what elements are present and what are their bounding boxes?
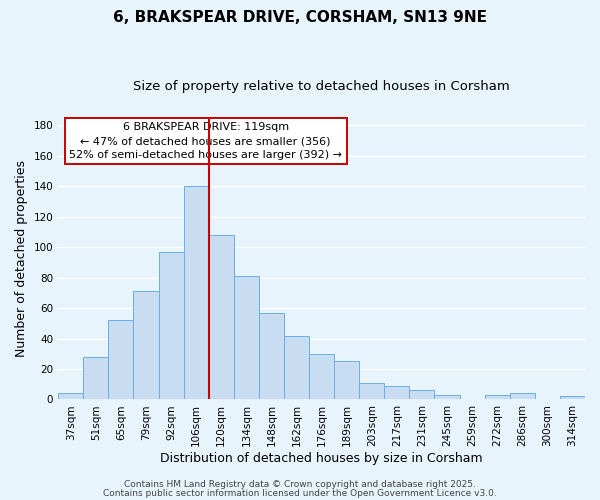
Bar xyxy=(560,396,585,400)
Bar xyxy=(209,235,234,400)
Bar xyxy=(184,186,209,400)
Bar xyxy=(385,386,409,400)
Bar xyxy=(58,394,83,400)
Bar xyxy=(109,320,133,400)
Bar xyxy=(259,312,284,400)
Bar xyxy=(158,252,184,400)
Bar xyxy=(409,390,434,400)
Bar xyxy=(485,395,510,400)
Bar xyxy=(309,354,334,400)
Bar xyxy=(359,382,385,400)
Bar xyxy=(234,276,259,400)
Bar xyxy=(133,292,158,400)
Y-axis label: Number of detached properties: Number of detached properties xyxy=(15,160,28,357)
Text: Contains public sector information licensed under the Open Government Licence v3: Contains public sector information licen… xyxy=(103,488,497,498)
Bar xyxy=(434,395,460,400)
X-axis label: Distribution of detached houses by size in Corsham: Distribution of detached houses by size … xyxy=(160,452,483,465)
Bar xyxy=(284,336,309,400)
Bar xyxy=(83,357,109,400)
Text: 6 BRAKSPEAR DRIVE: 119sqm
← 47% of detached houses are smaller (356)
52% of semi: 6 BRAKSPEAR DRIVE: 119sqm ← 47% of detac… xyxy=(69,122,342,160)
Text: Contains HM Land Registry data © Crown copyright and database right 2025.: Contains HM Land Registry data © Crown c… xyxy=(124,480,476,489)
Text: 6, BRAKSPEAR DRIVE, CORSHAM, SN13 9NE: 6, BRAKSPEAR DRIVE, CORSHAM, SN13 9NE xyxy=(113,10,487,25)
Bar xyxy=(510,394,535,400)
Title: Size of property relative to detached houses in Corsham: Size of property relative to detached ho… xyxy=(133,80,510,93)
Bar xyxy=(334,362,359,400)
